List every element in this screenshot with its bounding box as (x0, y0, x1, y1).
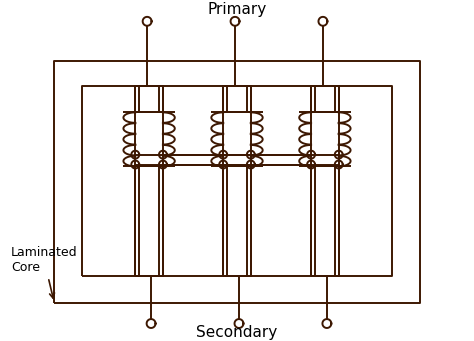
Text: Primary: Primary (207, 2, 266, 17)
Text: Secondary: Secondary (196, 325, 278, 340)
Text: Laminated
Core: Laminated Core (11, 246, 77, 298)
